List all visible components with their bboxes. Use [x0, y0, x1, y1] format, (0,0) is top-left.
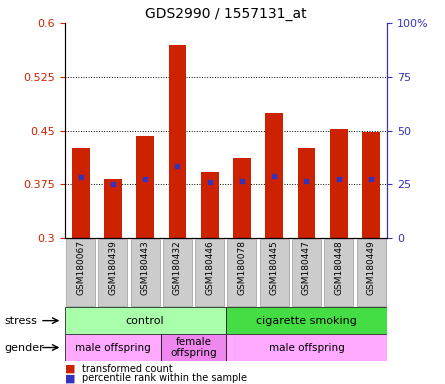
Bar [356, 240, 385, 306]
Title: GDS2990 / 1557131_at: GDS2990 / 1557131_at [145, 7, 307, 21]
Text: ■: ■ [65, 364, 75, 374]
Bar [226, 334, 387, 361]
Bar [201, 172, 218, 238]
Text: gender: gender [4, 343, 44, 353]
Text: GSM180432: GSM180432 [173, 240, 182, 295]
Bar [233, 158, 251, 238]
Text: GSM180447: GSM180447 [302, 240, 311, 295]
Bar [136, 136, 154, 238]
Text: percentile rank within the sample: percentile rank within the sample [82, 373, 247, 383]
Bar [131, 240, 160, 306]
Bar [330, 129, 348, 238]
Bar [72, 149, 89, 238]
Bar [65, 307, 226, 334]
Text: female
offspring: female offspring [170, 337, 217, 358]
Bar [66, 240, 95, 306]
Bar [298, 149, 316, 238]
Text: GSM180448: GSM180448 [334, 240, 343, 295]
Bar [265, 113, 283, 238]
Text: GSM180445: GSM180445 [270, 240, 279, 295]
Text: male offspring: male offspring [269, 343, 344, 353]
Text: control: control [126, 316, 165, 326]
Bar [324, 240, 353, 306]
Text: transformed count: transformed count [82, 364, 173, 374]
Bar [260, 240, 289, 306]
Text: GSM180439: GSM180439 [109, 240, 117, 295]
Text: cigarette smoking: cigarette smoking [256, 316, 357, 326]
Bar [292, 240, 321, 306]
Text: ■: ■ [65, 373, 75, 383]
Bar [162, 334, 226, 361]
Bar [195, 240, 224, 306]
Bar [104, 179, 122, 238]
Bar [169, 45, 186, 238]
Text: male offspring: male offspring [75, 343, 151, 353]
Bar [226, 307, 387, 334]
Bar [163, 240, 192, 306]
Text: GSM180446: GSM180446 [205, 240, 214, 295]
Bar [98, 240, 127, 306]
Bar [227, 240, 256, 306]
Text: GSM180067: GSM180067 [76, 240, 85, 295]
Text: stress: stress [4, 316, 37, 326]
Text: GSM180449: GSM180449 [367, 240, 376, 295]
Bar [362, 132, 380, 238]
Bar [65, 334, 162, 361]
Text: GSM180078: GSM180078 [238, 240, 247, 295]
Text: GSM180443: GSM180443 [141, 240, 150, 295]
